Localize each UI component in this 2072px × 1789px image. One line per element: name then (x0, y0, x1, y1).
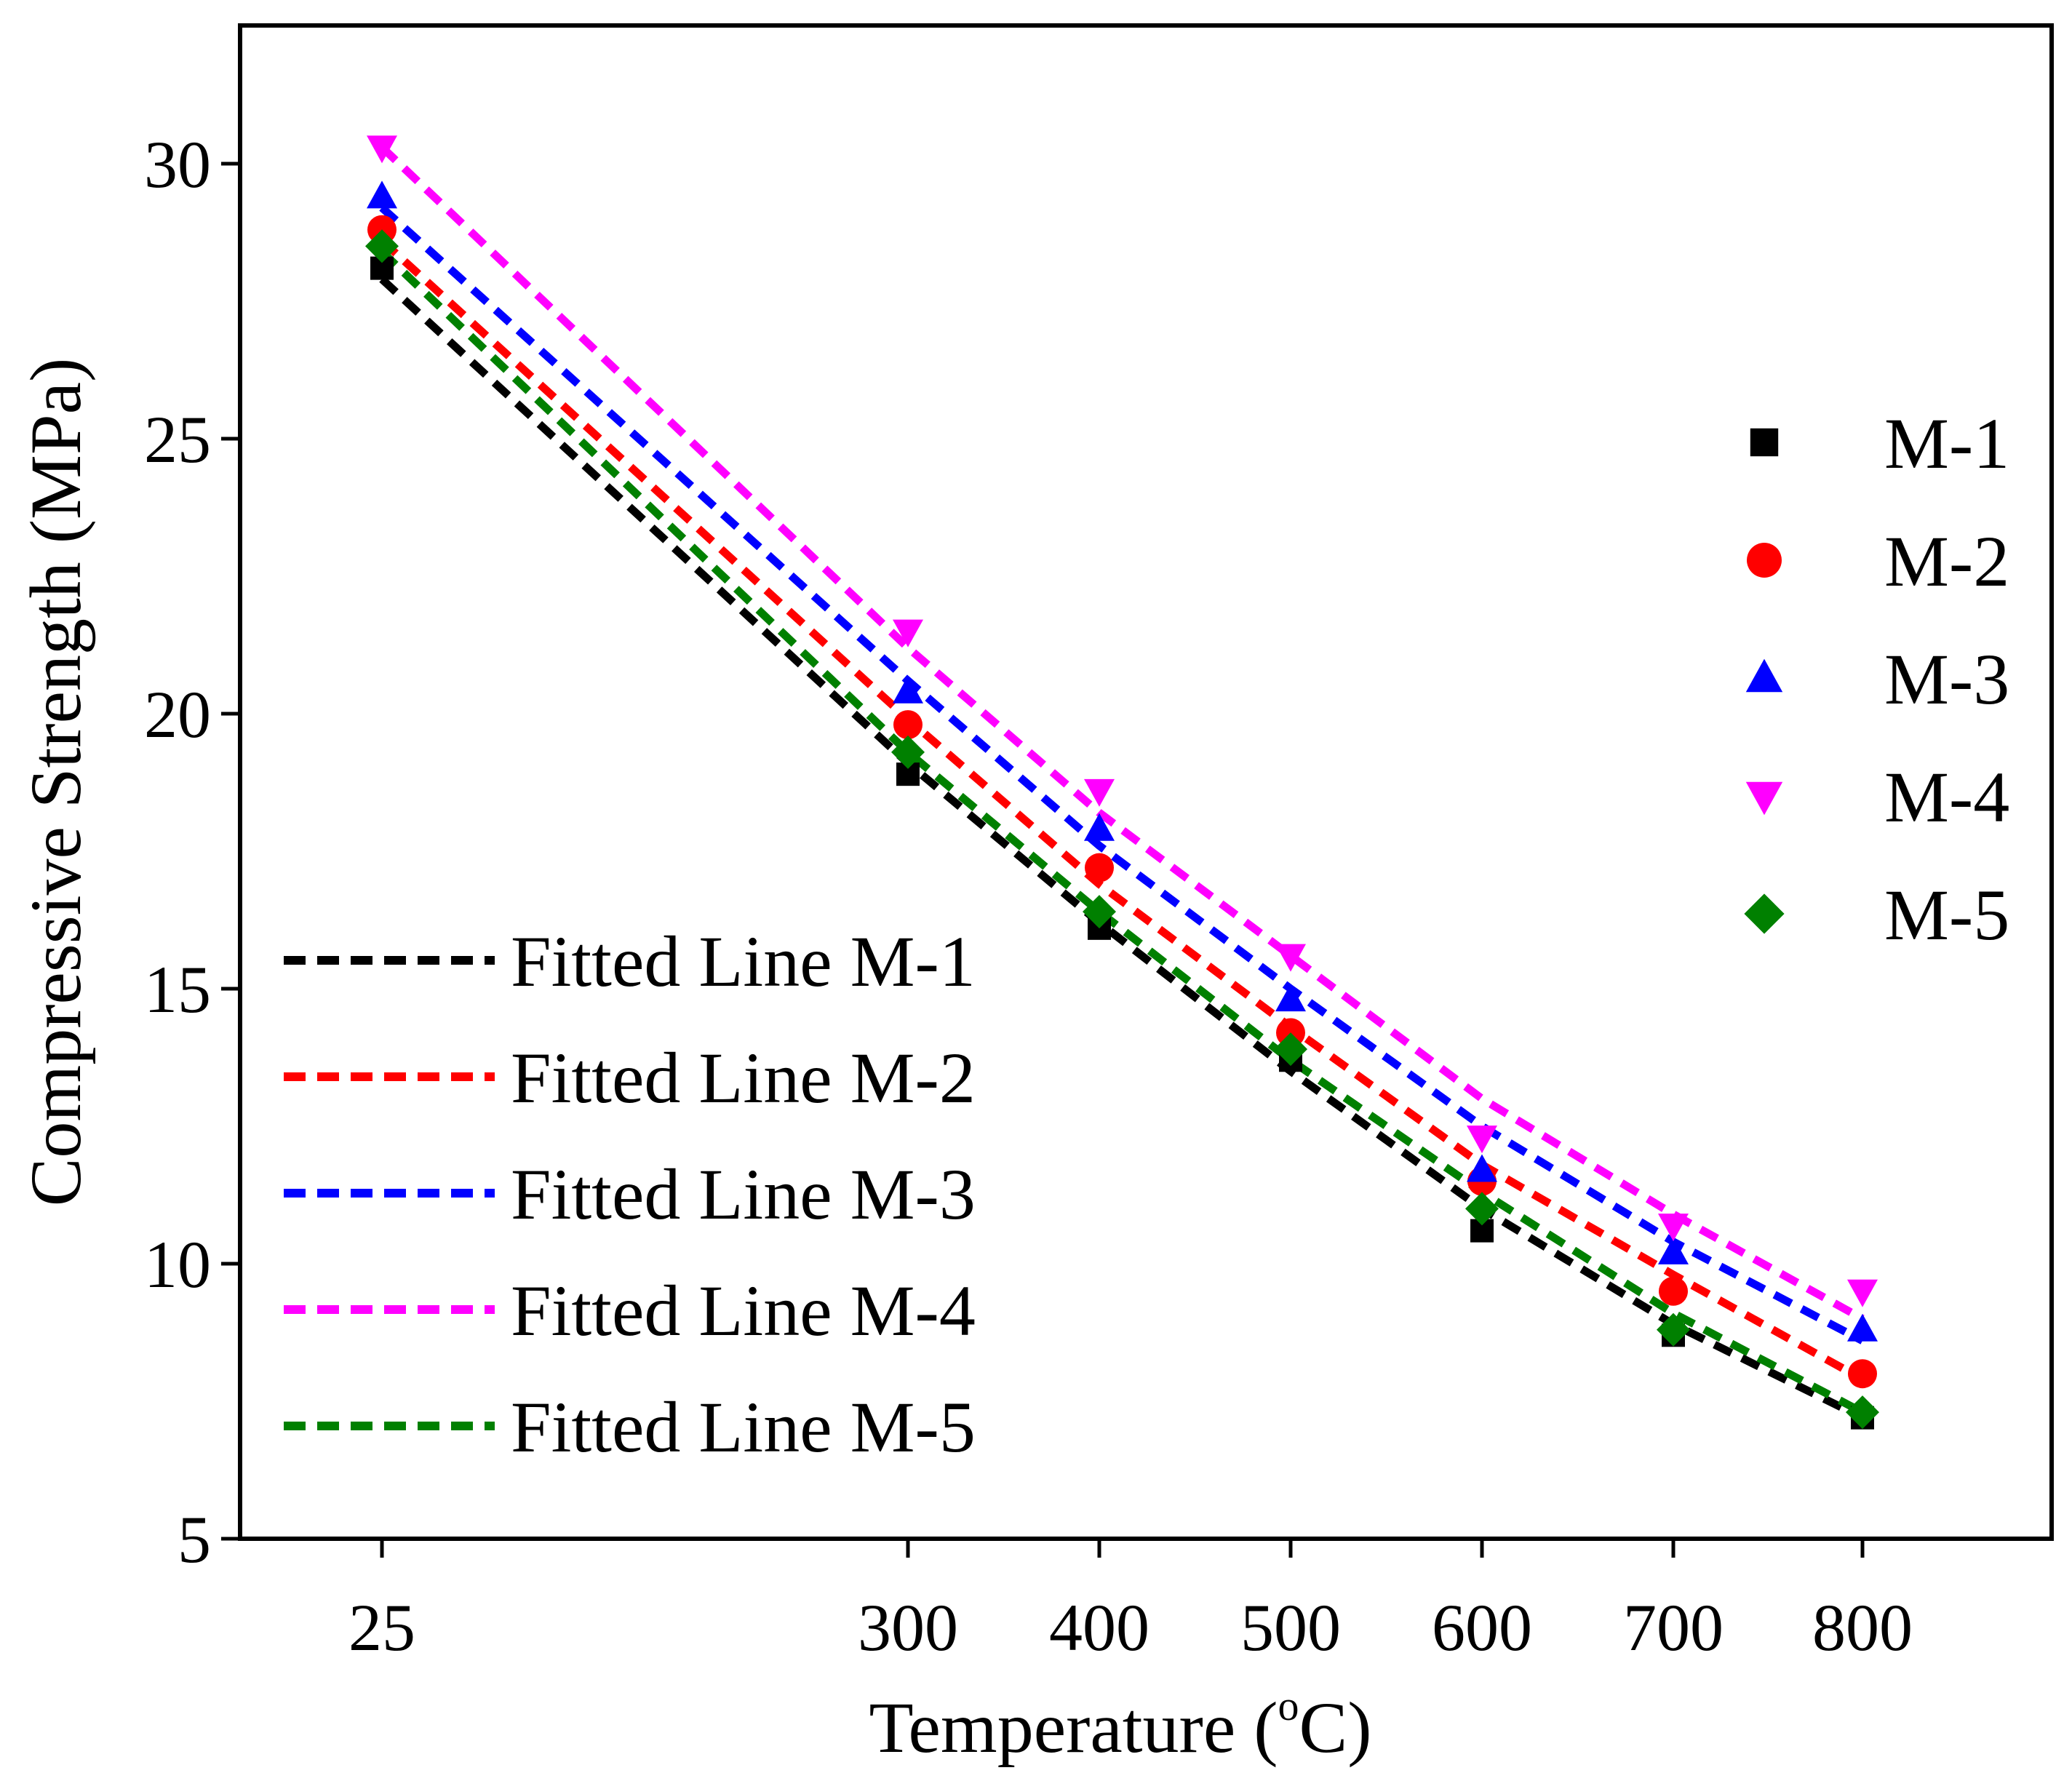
data-point-m-2 (1848, 1359, 1877, 1389)
fit-line-m-4 (379, 144, 1865, 1323)
data-point-m-2 (1659, 1276, 1688, 1306)
data-point-m-3 (1658, 1236, 1689, 1264)
x-axis-title-main: Temperature ( (869, 1687, 1278, 1768)
y-axis-title: Compressive Strength (MPa) (15, 358, 96, 1207)
x-tick-label: 500 (1240, 1590, 1341, 1665)
y-axis: 5 10 15 20 25 30 (144, 127, 240, 1577)
x-tick-label: 600 (1432, 1590, 1532, 1665)
plot-frame (238, 23, 2054, 1541)
legend-label-m-1: M-1 (1884, 403, 2009, 484)
legend-label-m-5: M-5 (1884, 874, 2009, 955)
legend-fit-label-m-4: Fitted Line M-4 (511, 1270, 976, 1351)
legend-fit-label-m-5: Fitted Line M-5 (511, 1387, 976, 1467)
x-tick-label: 400 (1049, 1590, 1149, 1665)
data-point-m-5 (1274, 1032, 1307, 1067)
data-point-m-3 (1847, 1313, 1878, 1342)
data-point-m-5 (1657, 1312, 1690, 1347)
x-tick-label: 700 (1623, 1590, 1724, 1665)
data-point-m-5 (891, 735, 925, 769)
legend-label-m-2: M-2 (1884, 521, 2009, 602)
legend-marker-m-2 (1747, 543, 1782, 578)
data-point-m-4 (1084, 778, 1115, 807)
y-tick-label: 10 (144, 1227, 211, 1302)
x-axis-title: Temperature (oC) (869, 1682, 1371, 1768)
data-point-m-4 (893, 619, 923, 648)
y-tick-label: 15 (144, 952, 211, 1027)
data-point-m-4 (1275, 944, 1306, 972)
legend-fit-label-m-3: Fitted Line M-3 (511, 1154, 976, 1235)
data-point-m-5 (1465, 1192, 1499, 1226)
data-point-m-4 (1467, 1125, 1497, 1154)
data-point-m-3 (1084, 813, 1115, 841)
x-axis-title-unit: C) (1299, 1687, 1372, 1768)
data-point-m-5 (1083, 895, 1116, 929)
data-point-m-3 (1275, 984, 1306, 1012)
y-tick-label: 25 (144, 402, 211, 477)
data-point-m-4 (1658, 1214, 1689, 1242)
data-point-m-3 (893, 675, 923, 704)
legend-label-m-3: M-3 (1884, 639, 2009, 720)
data-point-m-5 (365, 229, 399, 263)
legend-label-m-4: M-4 (1884, 757, 2009, 837)
x-axis: 25 300 400 500 600 700 800 (348, 1539, 1913, 1665)
legend-marker-m-4 (1745, 781, 1783, 816)
y-tick-label: 30 (144, 127, 211, 202)
marker-legend: M-1 M-2 M-3 M-4 M-5 (1744, 403, 2009, 955)
data-point-m-3 (1467, 1154, 1497, 1182)
legend-fit-label-m-1: Fitted Line M-1 (511, 921, 976, 1002)
legend-marker-m-1 (1750, 428, 1779, 457)
data-point-m-4 (1847, 1279, 1878, 1307)
data-point-m-4 (367, 135, 397, 164)
x-tick-label: 300 (858, 1590, 958, 1665)
fit-line-m-1 (379, 276, 1865, 1422)
legend-fit-label-m-2: Fitted Line M-2 (511, 1037, 976, 1118)
data-point-m-5 (1846, 1395, 1879, 1430)
data-point-m-3 (367, 180, 397, 209)
line-legend: Fitted Line M-1 Fitted Line M-2 Fitted Lin… (284, 921, 976, 1467)
y-tick-label: 5 (178, 1502, 211, 1577)
x-tick-label: 800 (1812, 1590, 1913, 1665)
x-axis-title-degree: o (1278, 1682, 1299, 1729)
legend-marker-m-3 (1745, 658, 1783, 693)
legend-marker-m-5 (1744, 893, 1785, 934)
data-markers (365, 135, 1879, 1430)
x-tick-label: 25 (348, 1590, 415, 1665)
y-tick-label: 20 (144, 677, 211, 752)
data-point-m-2 (1085, 853, 1114, 882)
data-point-m-2 (893, 710, 923, 740)
